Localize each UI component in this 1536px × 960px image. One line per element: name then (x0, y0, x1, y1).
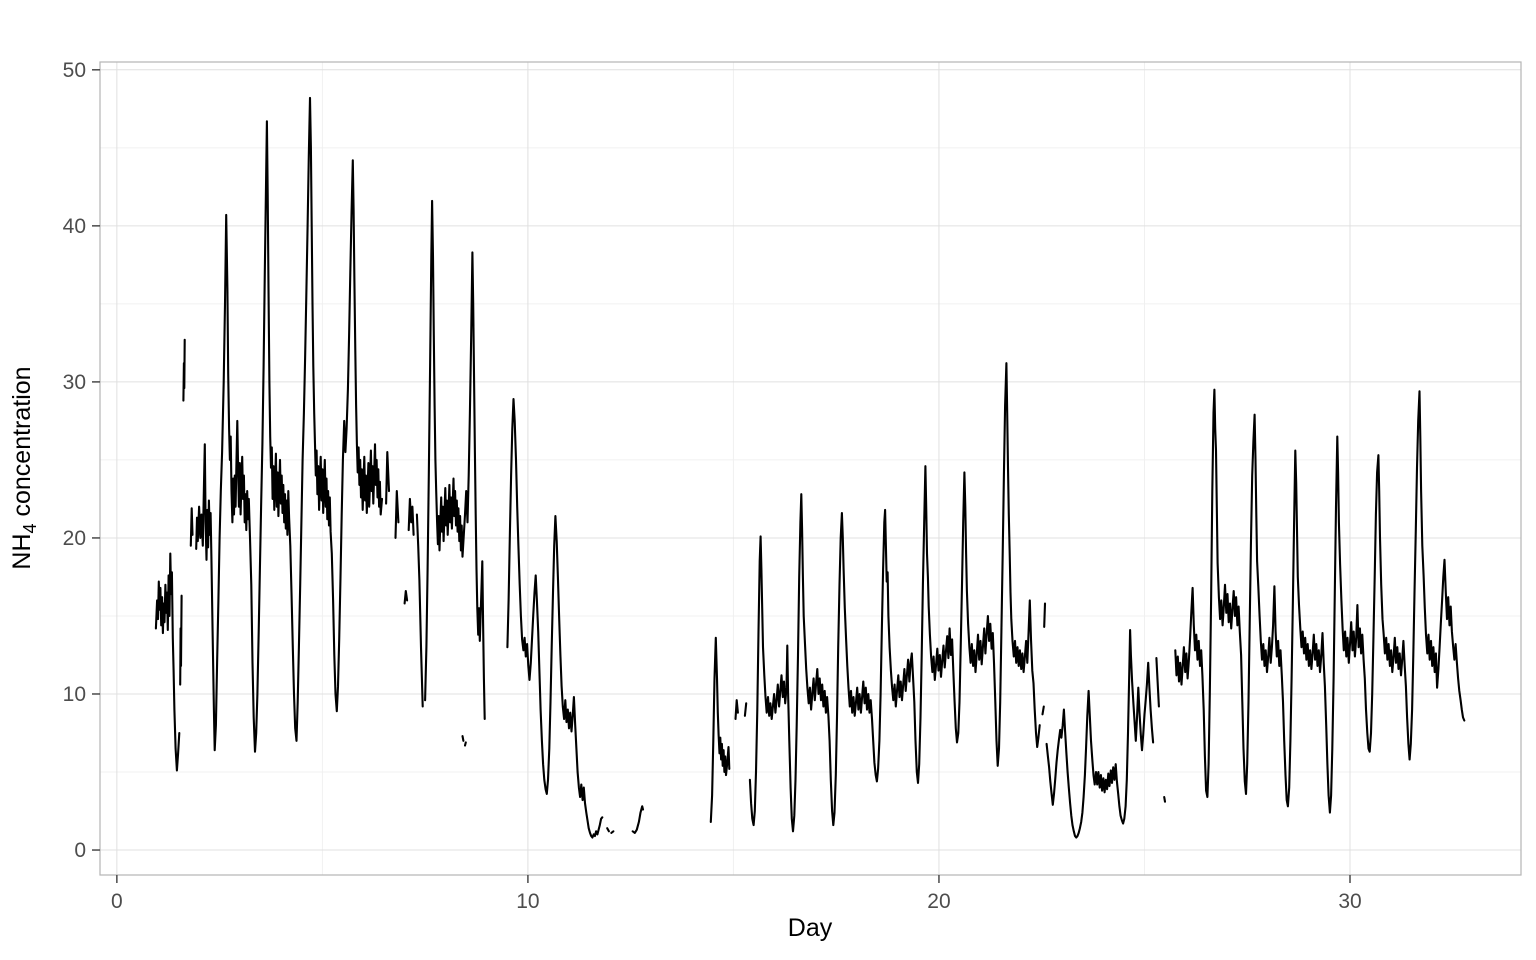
line-segment (1174, 388, 1466, 814)
y-tick-label: 10 (63, 683, 86, 706)
y-tick-label: 0 (74, 839, 86, 862)
line-segment (179, 594, 183, 686)
line-segment (407, 497, 415, 536)
y-tick-label: 50 (63, 59, 86, 82)
axis-tick-labels: 0 10 20 30 0 10 20 30 40 50 (63, 59, 1362, 913)
y-tick-label: 20 (63, 527, 86, 550)
axis-ticks (92, 69, 1351, 883)
line-segment (461, 735, 465, 742)
y-title-subscript: 4 (20, 523, 40, 533)
line-segment (506, 398, 604, 839)
x-tick-label: 30 (1338, 890, 1361, 913)
line-segment (415, 513, 424, 708)
line-segment (1163, 795, 1167, 803)
y-title-base: NH (8, 533, 36, 569)
line-segment (385, 451, 391, 505)
line-segment (189, 507, 194, 547)
line-segment (154, 552, 181, 772)
line-segment (463, 741, 467, 747)
x-tick-label: 10 (516, 890, 539, 913)
line-segment (403, 589, 409, 605)
data-line (154, 96, 1466, 839)
x-tick-label: 20 (927, 890, 950, 913)
line-segment (631, 805, 645, 834)
major-gridlines (100, 62, 1521, 875)
y-tick-label: 30 (63, 371, 86, 394)
panel-border (99, 61, 1522, 876)
line-segment (182, 338, 186, 402)
line-segment (1155, 657, 1160, 708)
line-segment (610, 830, 615, 834)
line-segment (743, 702, 748, 717)
line-segment (1043, 602, 1047, 628)
line-segment (1045, 628, 1155, 839)
y-axis-title: NH4 concentration (8, 366, 40, 569)
x-tick-label: 0 (111, 890, 123, 913)
y-tick-label: 40 (63, 215, 86, 238)
line-segment (748, 362, 1041, 833)
line-segment (424, 199, 486, 721)
line-segment (734, 699, 739, 721)
line-segment (394, 490, 400, 539)
minor-gridlines (100, 62, 1521, 875)
x-axis-title: Day (788, 914, 833, 942)
line-segment (1041, 705, 1045, 716)
line-segment (195, 96, 384, 753)
line-segment (709, 636, 731, 823)
line-segment (606, 827, 610, 833)
y-title-rest: concentration (8, 366, 36, 523)
